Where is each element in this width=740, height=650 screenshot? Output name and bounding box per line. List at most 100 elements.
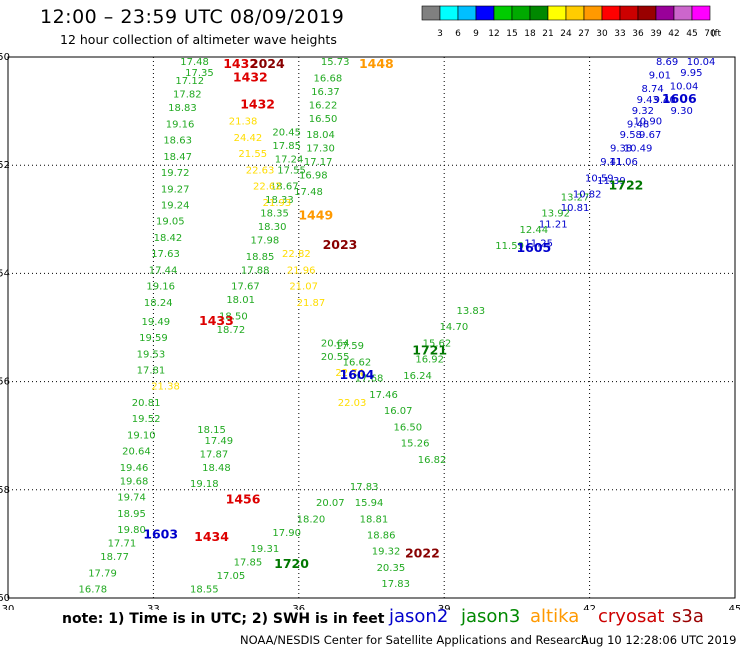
wave-height-label: 16.68 xyxy=(314,73,343,84)
pass-time-label: 1606 xyxy=(662,91,697,106)
wave-height-label: 17.17 xyxy=(304,157,333,168)
wave-height-label: 22.63 xyxy=(246,165,275,176)
pass-time-label: 1432 xyxy=(223,56,258,71)
wave-height-label: 17.90 xyxy=(272,528,301,539)
wave-height-label: 18.50 xyxy=(219,311,248,322)
legend-s3a: s3a xyxy=(672,606,704,627)
pass-time-label: 1434 xyxy=(194,529,229,544)
plot-frame xyxy=(7,56,736,599)
series-pass-times-green: 1722 1721 1720 xyxy=(274,178,643,572)
wave-height-label: 19.10 xyxy=(127,430,156,441)
wave-height-label: 15.62 xyxy=(423,338,452,349)
color-scale-tick: 15 xyxy=(506,29,517,39)
color-scale-tick: 45 xyxy=(686,29,697,39)
wave-height-label: 12.44 xyxy=(520,225,549,236)
wave-height-label: 10.90 xyxy=(633,117,662,128)
wave-height-label: 16.37 xyxy=(311,87,340,98)
wave-height-label: 10.04 xyxy=(687,57,716,68)
y-tick-label: -56 xyxy=(0,377,10,388)
wave-height-label: 8.74 xyxy=(641,84,663,95)
wave-height-label: 19.16 xyxy=(166,119,195,130)
pass-time-label: 2022 xyxy=(405,545,440,560)
wave-height-label: 18.81 xyxy=(360,514,389,525)
wave-height-label: 18.24 xyxy=(144,298,173,309)
wave-height-label: 17.44 xyxy=(149,265,178,276)
wave-height-label: 20.64 xyxy=(122,447,151,458)
wave-height-label: 18.55 xyxy=(190,585,219,596)
wave-height-label: 17.46 xyxy=(369,390,398,401)
wave-height-label: 20.64 xyxy=(321,338,350,349)
wave-height-label: 10.49 xyxy=(624,144,653,155)
wave-height-label: 9.32 xyxy=(632,106,654,117)
wave-height-label: 19.80 xyxy=(117,525,146,536)
wave-height-label: 20.81 xyxy=(132,398,161,409)
wave-height-label: 20.55 xyxy=(321,352,350,363)
pass-time-label: 2024 xyxy=(250,56,285,71)
wave-height-label: 19.53 xyxy=(137,349,166,360)
wave-height-label: 9.67 xyxy=(639,130,661,141)
wave-height-label: 19.59 xyxy=(139,333,168,344)
chart-subtitle: 12 hour collection of altimeter wave hei… xyxy=(60,32,337,47)
color-scale-tick: 30 xyxy=(596,29,608,39)
wave-height-label: 17.63 xyxy=(151,249,180,260)
wave-height-label: 18.35 xyxy=(260,209,289,220)
legend-jason2: jason2 xyxy=(389,606,449,627)
wave-height-label: 22.82 xyxy=(282,249,311,260)
wave-height-label: 16.50 xyxy=(309,114,338,125)
wave-height-label: 21.93 xyxy=(263,198,292,209)
pass-time-label: 1449 xyxy=(298,207,333,222)
wave-height-label: 21.07 xyxy=(289,282,318,293)
wave-height-label: 19.16 xyxy=(146,282,175,293)
wave-height-label: 16.78 xyxy=(78,585,107,596)
wave-height-label: 18.01 xyxy=(226,295,255,306)
series-jason3: 17.4817.3517.1217.8218.8319.1618.6318.47… xyxy=(78,57,589,595)
wave-height-label: 9.30 xyxy=(671,106,693,117)
wave-height-label: 19.68 xyxy=(120,476,149,487)
x-tick-label: 30 xyxy=(2,604,15,610)
wave-height-label: 21.55 xyxy=(238,149,267,160)
x-tick-label: 33 xyxy=(147,604,160,610)
y-tick-label: -54 xyxy=(0,268,10,279)
wave-height-label: 19.52 xyxy=(132,414,161,425)
wave-height-label: 17.83 xyxy=(381,579,410,590)
wave-height-label: 17.55 xyxy=(277,165,306,176)
x-tick-label: 39 xyxy=(438,604,451,610)
wave-height-label: 17.59 xyxy=(335,341,364,352)
wave-height-label: 16.50 xyxy=(394,422,423,433)
wave-height-label: 19.74 xyxy=(117,493,146,504)
wave-height-label: 18.04 xyxy=(306,130,335,141)
wave-height-label: 9.48 xyxy=(627,119,649,130)
series-altika: 21.38 24.42 21.55 22.63 22.62 21.93 22.82 21.96… xyxy=(151,117,366,409)
wave-height-label: 22.74 xyxy=(335,368,364,379)
color-scale-tick: 9 xyxy=(473,29,479,39)
wave-height-label: 21.87 xyxy=(297,298,326,309)
wave-height-label: 20.45 xyxy=(272,127,301,138)
wave-height-label: 18.86 xyxy=(367,530,396,541)
wave-height-label: 17.67 xyxy=(231,282,260,293)
credit-text: NOAA/NESDIS Center for Satellite Applica… xyxy=(240,633,589,647)
pass-time-label: 1722 xyxy=(609,178,644,193)
wave-height-label: 16.62 xyxy=(343,357,372,368)
wave-height-label: 18.63 xyxy=(163,136,192,147)
wave-height-label: 19.24 xyxy=(161,200,190,211)
wave-height-label: 17.24 xyxy=(275,154,304,165)
color-scale-tick: 42 xyxy=(668,29,679,39)
wave-height-label: 16.98 xyxy=(299,171,328,182)
color-scale-tick: 18 xyxy=(524,29,536,39)
wave-height-label: 24.42 xyxy=(234,133,263,144)
wave-height-label: 9.38 xyxy=(610,144,632,155)
wave-height-label: 17.98 xyxy=(251,236,280,247)
wave-height-label: 10.59 xyxy=(585,173,614,184)
wave-height-label: 22.62 xyxy=(253,182,282,193)
wave-height-label: 19.49 xyxy=(142,317,171,328)
color-scale-tick: 33 xyxy=(614,29,625,39)
wave-height-label: 19.46 xyxy=(120,463,149,474)
color-scale-tick: (ft) xyxy=(711,29,721,39)
color-scale-tick: 27 xyxy=(578,29,589,39)
wave-height-label: 20.35 xyxy=(377,563,406,574)
wave-height-label: 11.21 xyxy=(539,219,568,230)
wave-height-label: 17.79 xyxy=(88,568,117,579)
y-tick-label: -58 xyxy=(0,485,10,496)
timestamp-text: Aug 10 12:28:06 UTC 2019 xyxy=(581,633,737,647)
